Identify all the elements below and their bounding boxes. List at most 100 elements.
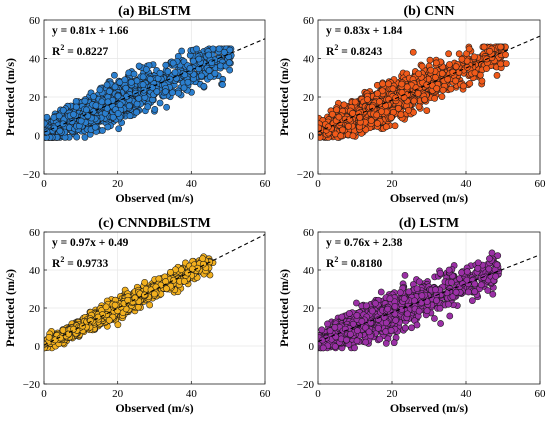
- data-point: [446, 61, 453, 68]
- data-point: [444, 75, 452, 83]
- data-point: [105, 316, 113, 324]
- data-point: [415, 70, 423, 78]
- data-point: [163, 103, 170, 111]
- data-point: [84, 112, 92, 120]
- data-point: [72, 103, 80, 111]
- data-point: [146, 301, 154, 309]
- y-tick-label: −20: [297, 169, 315, 181]
- data-point: [77, 117, 85, 125]
- y-axis-label: Predicted (m/s): [3, 269, 17, 347]
- data-point: [198, 72, 205, 80]
- data-point: [377, 108, 385, 116]
- data-point: [91, 123, 99, 131]
- y-tick-label: 60: [303, 15, 315, 27]
- x-tick-label: 40: [461, 178, 473, 190]
- x-tick-label: 60: [535, 178, 547, 190]
- data-point: [130, 70, 138, 78]
- data-point: [59, 120, 67, 128]
- data-point: [215, 45, 223, 53]
- x-tick-label: 0: [41, 388, 47, 400]
- data-point: [81, 97, 89, 105]
- data-point: [375, 98, 383, 106]
- data-point: [368, 103, 376, 111]
- data-point: [493, 72, 501, 79]
- data-point: [109, 113, 117, 121]
- data-point: [351, 98, 359, 106]
- regression-line: [43, 233, 266, 346]
- data-point: [51, 336, 59, 344]
- data-point: [124, 296, 132, 304]
- x-tick-label: 20: [387, 178, 399, 190]
- data-point: [90, 93, 97, 100]
- data-point: [193, 45, 200, 53]
- data-point: [415, 278, 423, 286]
- data-point: [385, 95, 393, 103]
- data-point: [339, 126, 346, 134]
- data-point: [152, 283, 160, 291]
- data-point: [125, 102, 133, 110]
- data-point: [96, 86, 104, 94]
- data-point: [478, 77, 486, 85]
- data-point: [195, 55, 203, 63]
- data-point: [480, 43, 488, 51]
- data-point: [115, 125, 123, 133]
- y-tick-label: −20: [23, 379, 41, 391]
- data-point: [349, 109, 357, 117]
- data-point: [379, 80, 386, 88]
- y-tick-label: 40: [29, 54, 41, 66]
- data-point: [397, 111, 405, 118]
- data-point: [452, 63, 460, 71]
- x-axis-label: Observed (m/s): [115, 191, 193, 205]
- data-point: [423, 81, 431, 89]
- x-tick-label: 20: [112, 388, 124, 400]
- data-point: [56, 127, 64, 135]
- data-point: [139, 81, 147, 89]
- y-tick-label: −20: [23, 169, 41, 181]
- y-axis-label: Predicted (m/s): [277, 58, 291, 136]
- data-point: [72, 98, 80, 105]
- data-point: [432, 74, 439, 81]
- data-point: [114, 110, 122, 117]
- data-point: [83, 106, 90, 114]
- data-point: [103, 81, 111, 89]
- data-point: [418, 62, 426, 70]
- data-point: [389, 85, 397, 93]
- r-squared-label: R2 = 0.9733: [52, 255, 108, 270]
- data-point: [133, 108, 140, 116]
- grid: [43, 231, 266, 385]
- data-point: [44, 128, 51, 136]
- data-point: [395, 105, 402, 112]
- data-point: [335, 113, 343, 121]
- data-point: [447, 85, 455, 93]
- data-point: [169, 59, 177, 67]
- x-axis-label: Observed (m/s): [390, 191, 468, 205]
- y-tick-label: 20: [29, 303, 41, 315]
- data-point: [146, 75, 154, 83]
- data-point: [431, 95, 439, 102]
- y-tick-label: 20: [29, 92, 41, 104]
- data-point: [426, 56, 434, 64]
- data-point: [455, 50, 463, 58]
- data-point: [126, 112, 134, 120]
- data-point: [483, 65, 490, 72]
- regression-line: [43, 38, 266, 133]
- x-tick-label: 0: [41, 178, 47, 190]
- data-point: [205, 67, 213, 74]
- data-point: [111, 301, 119, 309]
- data-point: [164, 68, 172, 75]
- data-point: [122, 84, 130, 92]
- data-point: [170, 276, 178, 284]
- data-point: [211, 70, 219, 77]
- data-point: [410, 97, 418, 105]
- data-point: [116, 101, 124, 109]
- data-point: [156, 69, 164, 77]
- data-point: [421, 96, 429, 104]
- data-point: [385, 80, 392, 88]
- data-point: [349, 132, 357, 140]
- x-tick-label: 40: [186, 388, 198, 400]
- data-point: [438, 70, 446, 77]
- r-squared-label: R2 = 0.8227: [52, 43, 108, 58]
- data-point: [382, 123, 390, 131]
- data-point: [59, 326, 67, 334]
